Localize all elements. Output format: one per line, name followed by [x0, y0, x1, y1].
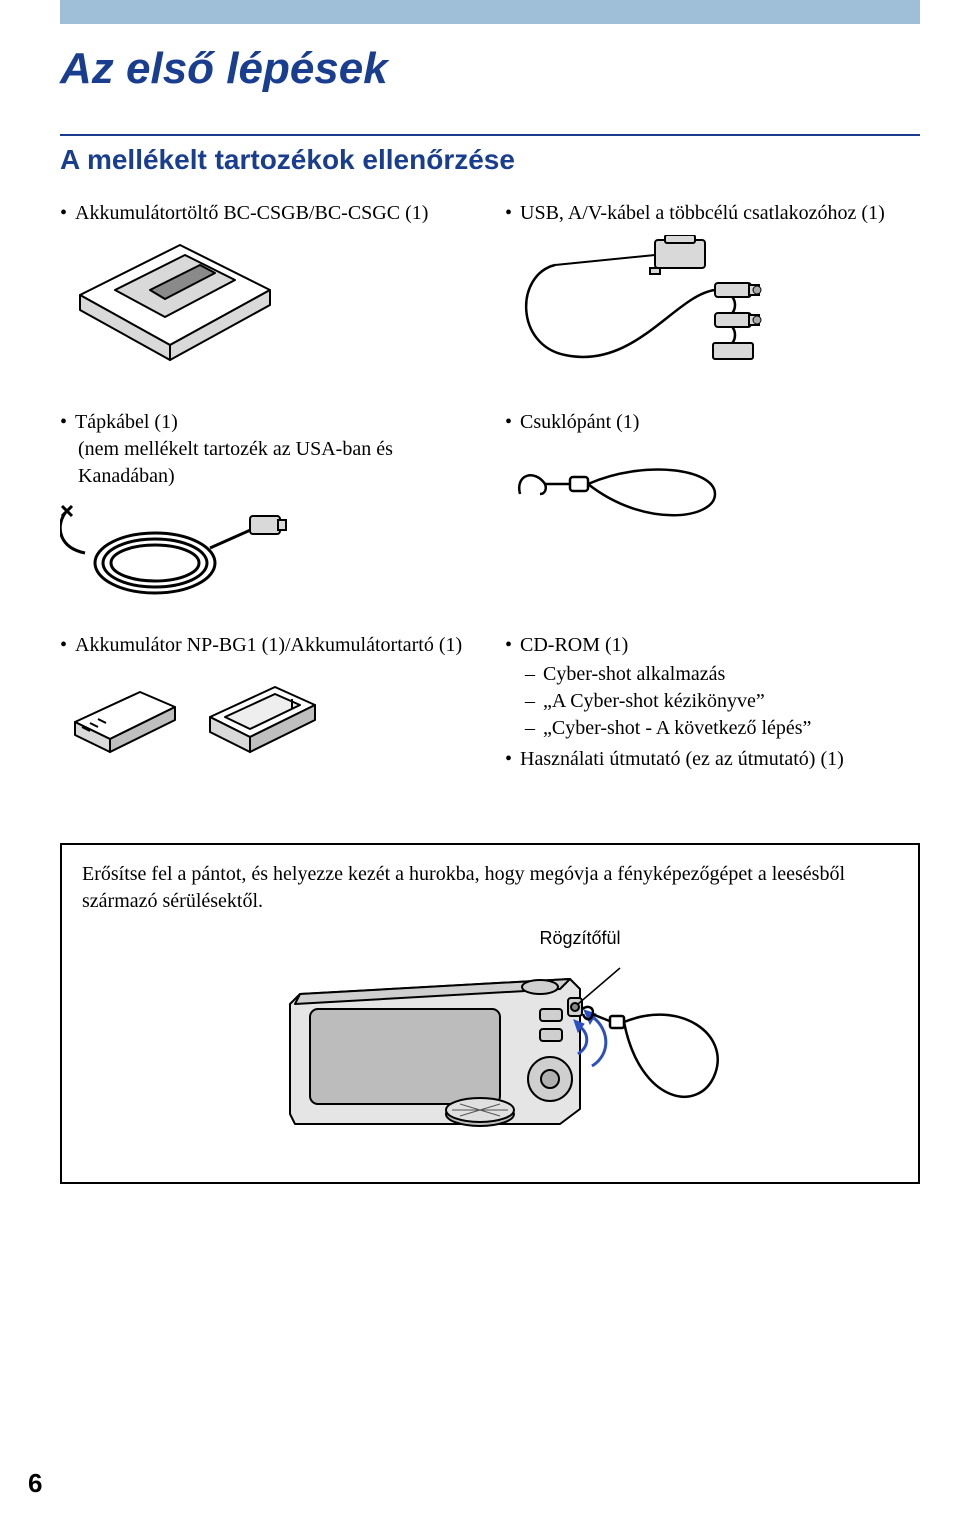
item-strap: Csuklópánt (1) — [505, 409, 920, 624]
cdrom-sublist: Cyber-shot alkalmazás „A Cyber-shot kézi… — [525, 661, 920, 742]
item-charger-label: Akkumulátortöltő BC-CSGB/BC-CSGC (1) — [75, 200, 428, 227]
section-title: A mellékelt tartozékok ellenőrzése — [60, 144, 920, 176]
item-battery: Akkumulátor NP-BG1 (1)/Akkumulátortartó … — [60, 632, 475, 783]
item-cdrom-manual: CD-ROM (1) Cyber-shot alkalmazás „A Cybe… — [505, 632, 920, 783]
powercord-illustration — [60, 498, 475, 608]
item-strap-label: Csuklópánt (1) — [520, 409, 639, 436]
item-powercord-sub: (nem mellékelt tartozék az USA-ban és Ka… — [78, 436, 475, 490]
item-charger: Akkumulátortöltő BC-CSGB/BC-CSGC (1) — [60, 200, 475, 401]
cdrom-sub-2: „Cyber-shot - A következő lépés” — [543, 715, 811, 742]
cable-illustration — [505, 235, 920, 385]
cdrom-sub-0: Cyber-shot alkalmazás — [543, 661, 725, 688]
strap-illustration — [505, 444, 920, 534]
section-rule — [60, 134, 920, 136]
cdrom-sub-1: „A Cyber-shot kézikönyve” — [543, 688, 765, 715]
item-powercord-label: Tápkábel (1) — [75, 409, 178, 436]
item-powercord: Tápkábel (1) (nem mellékelt tartozék az … — [60, 409, 475, 624]
item-manual-label: Használati útmutató (ez az útmutató) (1) — [520, 746, 844, 773]
item-cable-label: USB, A/V-kábel a többcélú csatlakozóhoz … — [520, 200, 885, 227]
item-cdrom-label: CD-ROM (1) — [520, 632, 628, 659]
camera-illustration — [82, 954, 898, 1162]
page-number: 6 — [28, 1468, 42, 1499]
item-cable: USB, A/V-kábel a többcélú csatlakozóhoz … — [505, 200, 920, 401]
header-band — [60, 0, 920, 24]
charger-illustration — [60, 235, 475, 365]
note-text: Erősítse fel a pántot, és helyezze kezét… — [82, 861, 898, 915]
note-box: Erősítse fel a pántot, és helyezze kezét… — [60, 843, 920, 1184]
battery-illustration — [60, 667, 475, 767]
chapter-title: Az első lépések — [60, 44, 920, 94]
callout-label: Rögzítőfül — [539, 926, 620, 950]
item-battery-label: Akkumulátor NP-BG1 (1)/Akkumulátortartó … — [75, 632, 462, 659]
